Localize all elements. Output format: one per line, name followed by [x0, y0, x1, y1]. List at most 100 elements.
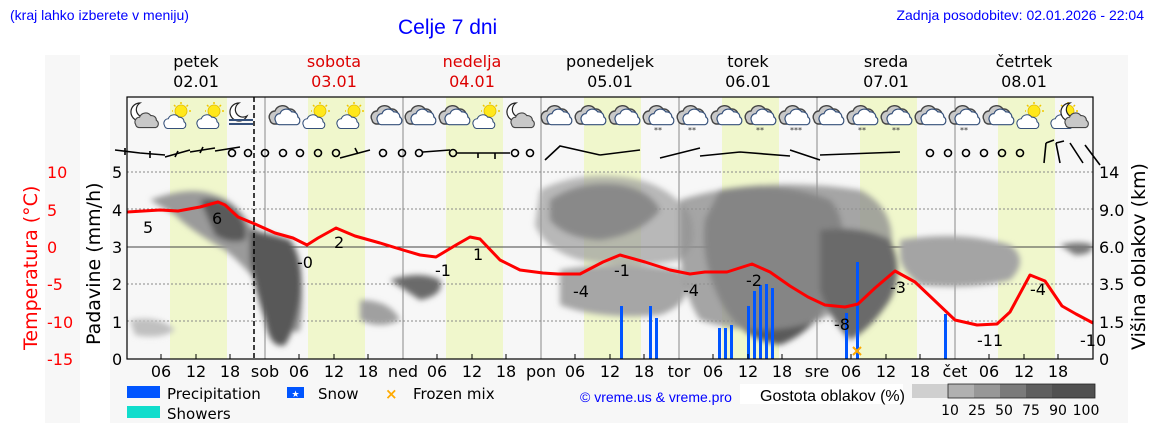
svg-text:6: 6 [212, 209, 222, 228]
svg-text:12: 12 [324, 362, 344, 381]
day-date: 05.01 [587, 72, 633, 91]
day-header-1: sobota 03.01 [265, 52, 403, 92]
svg-text:12: 12 [462, 362, 482, 381]
day-name: sreda [863, 52, 909, 71]
svg-text:18: 18 [220, 362, 240, 381]
cloudy-icon [370, 105, 403, 126]
precipitation-swatch [127, 386, 160, 398]
svg-text:14: 14 [1099, 163, 1119, 182]
svg-text:06: 06 [841, 362, 861, 381]
cloud-height-axis-label: Višina oblakov (km) [1128, 163, 1150, 350]
svg-text:pon: pon [526, 362, 556, 381]
svg-text:**: ** [688, 126, 696, 135]
page-title: Celje 7 dni [398, 16, 498, 39]
svg-text:5: 5 [112, 163, 122, 182]
day-name: petek [173, 52, 219, 71]
svg-text:3: 3 [112, 238, 122, 257]
svg-text:1: 1 [473, 245, 483, 264]
precipitation-axis-label: Padavine (mm/h) [83, 182, 105, 345]
temperature-axis-label: Temperatura (°C) [20, 186, 42, 351]
svg-text:1: 1 [112, 313, 122, 332]
last-update: Zadnja posodobitev: 02.01.2026 - 22:04 [896, 7, 1144, 23]
cloudy-icon [914, 105, 947, 126]
showers-legend-label: Showers [167, 405, 231, 423]
cloudy-icon [268, 105, 301, 126]
svg-text:-8: -8 [834, 315, 850, 334]
svg-text:-1: -1 [435, 261, 451, 280]
svg-text:**: ** [858, 126, 866, 135]
svg-text:**: ** [960, 126, 968, 135]
svg-text:***: *** [790, 126, 802, 135]
cloudy-snow-icon: ** [676, 105, 709, 135]
day-date: 06.01 [725, 72, 771, 91]
svg-text:75: 75 [1022, 403, 1040, 419]
svg-text:18: 18 [496, 362, 516, 381]
svg-text:2: 2 [334, 233, 344, 252]
svg-text:06: 06 [289, 362, 309, 381]
cloud-height-axis-ticks: 14 9.0 6.0 3.5 1.5 0 [1099, 163, 1124, 369]
day-header-3: ponedeljek 05.01 [541, 52, 679, 92]
svg-text:tor: tor [668, 362, 691, 381]
svg-text:-4: -4 [1030, 280, 1046, 299]
svg-text:0: 0 [47, 238, 57, 257]
day-name: torek [727, 52, 769, 71]
svg-text:10: 10 [941, 403, 959, 419]
wind-barbs-row [114, 139, 1101, 166]
svg-text:06: 06 [427, 362, 447, 381]
svg-text:18: 18 [910, 362, 930, 381]
cloudy-icon [540, 105, 573, 126]
weather-icons-row: ** ** ** *** ** ** ** [130, 101, 1089, 135]
svg-text:-10: -10 [47, 313, 73, 332]
svg-text:0: 0 [1099, 350, 1109, 369]
svg-text:**: ** [892, 126, 900, 135]
region-hint-link[interactable]: (kraj lahko izberete v meniju) [10, 7, 189, 23]
svg-text:12: 12 [876, 362, 896, 381]
svg-text:5: 5 [143, 218, 153, 237]
svg-text:-3: -3 [890, 278, 906, 297]
frozen-mix-legend-label: Frozen mix [413, 385, 495, 403]
day-name: sobota [306, 52, 362, 71]
svg-text:06: 06 [703, 362, 723, 381]
svg-text:12: 12 [1014, 362, 1034, 381]
cloud-density-layer [130, 175, 1093, 346]
temperature-axis-ticks: 10 5 0 -5 -10 -15 [47, 163, 73, 369]
day-header-0: petek 02.01 [127, 52, 265, 92]
cloud-density-title: Gostota oblakov (%) [760, 388, 905, 405]
credit-link[interactable]: © vreme.us & vreme.pro [580, 389, 732, 405]
moon-cloud-icon [1060, 102, 1089, 129]
svg-text:18: 18 [772, 362, 792, 381]
cloudy-snow-icon: *** [778, 105, 811, 135]
showers-swatch [127, 406, 160, 418]
svg-text:9.0: 9.0 [1099, 201, 1124, 220]
moon-cloud-icon [130, 102, 159, 129]
svg-text:2: 2 [112, 275, 122, 294]
snow-legend-label: Snow [318, 385, 358, 403]
day-header-2: nedelja 04.01 [403, 52, 541, 92]
svg-text:-4: -4 [683, 281, 699, 300]
svg-text:-4: -4 [573, 282, 589, 301]
cloudy-snow-icon: ** [744, 105, 777, 135]
svg-text:-2: -2 [746, 271, 762, 290]
day-name: nedelja [442, 52, 502, 71]
fog-moon-icon [229, 102, 253, 125]
legend: Precipitation ★ Snow × Frozen mix Shower… [127, 383, 1099, 423]
svg-text:06: 06 [979, 362, 999, 381]
svg-text:10: 10 [47, 163, 67, 182]
svg-text:čet: čet [943, 362, 968, 381]
snow-star-icon: ★ [291, 390, 299, 400]
svg-text:0: 0 [112, 350, 122, 369]
svg-text:-1: -1 [614, 261, 630, 280]
day-date: 07.01 [863, 72, 909, 91]
precipitation-axis-ticks: 5 4 3 2 1 0 [112, 163, 122, 369]
svg-text:4: 4 [112, 201, 122, 220]
svg-text:sre: sre [805, 362, 829, 381]
x-axis-tick-labels: 06 12 18 sob 06 12 18 ned 06 12 18 pon 0… [151, 362, 1068, 381]
svg-text:12: 12 [738, 362, 758, 381]
day-date: 02.01 [173, 72, 219, 91]
day-header-6: četrtek 08.01 [955, 52, 1093, 92]
day-headers: petek 02.01 sobota 03.01 nedelja 04.01 pone… [127, 52, 1093, 92]
x-axis-tick-marks [160, 354, 1059, 359]
cloudy-icon [404, 105, 437, 126]
day-header-4: torek 06.01 [679, 52, 817, 92]
